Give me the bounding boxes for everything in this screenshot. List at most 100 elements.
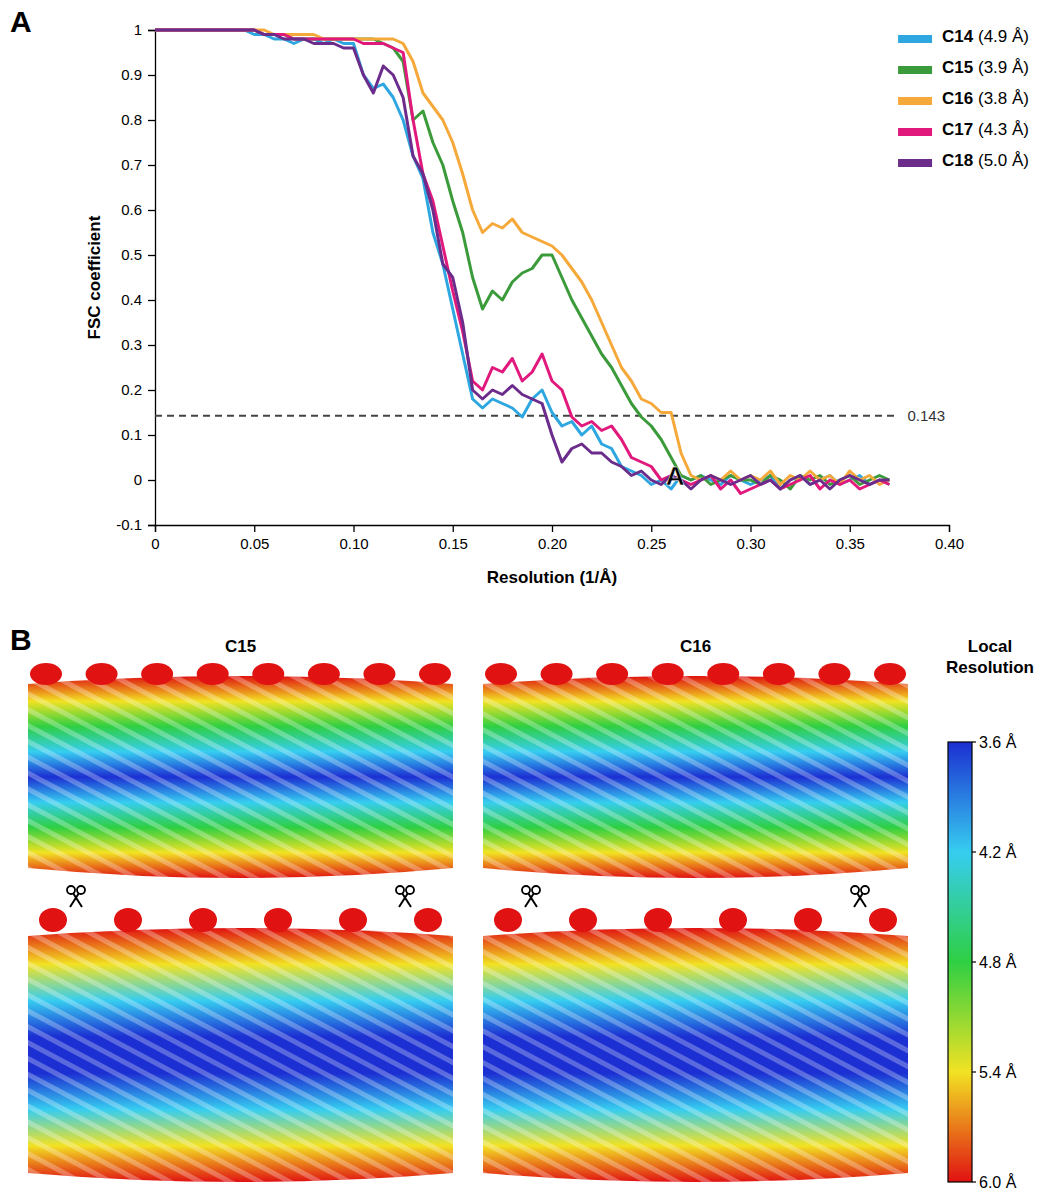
tick: 0.10 (339, 525, 368, 552)
series-line (155, 30, 889, 485)
density-map (28, 928, 453, 1182)
tick: 0.7 (121, 156, 155, 173)
tick: 0.30 (736, 525, 765, 552)
legend-swatch (898, 35, 932, 43)
tick-label: 0.3 (121, 336, 142, 353)
panel-label: A (10, 5, 32, 38)
density-map-knob (30, 663, 62, 685)
legend-label: C17 (4.3 Å) (942, 120, 1029, 139)
density-map-knob (869, 908, 897, 932)
density-map-knob (719, 908, 747, 932)
density-map-knob (414, 908, 442, 932)
density-map-knob (707, 663, 739, 685)
density-map-knob (39, 908, 67, 932)
tick: 0.8 (121, 111, 155, 128)
tick: 0.05 (240, 525, 269, 552)
density-map-knob (541, 663, 573, 685)
colorbar-tick (972, 851, 976, 852)
legend-label: C16 (3.8 Å) (942, 89, 1029, 108)
scissors-icon (396, 886, 414, 907)
tick-label: 0.30 (736, 535, 765, 552)
colorbar-tick-label: 6.0 Å (979, 1173, 1017, 1191)
density-map-knob (874, 663, 906, 685)
plot-marks (155, 30, 897, 494)
tick-mark (148, 210, 155, 211)
colorbar-title: LocalResolution (946, 637, 1034, 677)
tick-mark (148, 525, 155, 526)
tick-label: 0.9 (121, 66, 142, 83)
legend-label: C14 (4.9 Å) (942, 27, 1029, 46)
axis-line (156, 526, 950, 533)
tick-mark (148, 120, 155, 121)
legend: C14 (4.9 Å) C15 (3.9 Å) C16 (3.8 Å) C17 (4.… (898, 27, 1029, 170)
tick: 0.2 (121, 381, 155, 398)
tick-mark (148, 75, 155, 76)
tick-mark (148, 30, 155, 31)
tick-label: 0.25 (637, 535, 666, 552)
density-map-knob (189, 908, 217, 932)
tick: 0.25 (637, 525, 666, 552)
legend-item: C14 (4.9 Å) (898, 27, 1029, 46)
colorbar-tick-label: 5.4 Å (979, 1063, 1017, 1081)
tick: 0 (134, 471, 155, 488)
tick-mark (148, 345, 155, 346)
tick: 0.3 (121, 336, 155, 353)
density-map-knob (363, 663, 395, 685)
density-map-knob (339, 908, 367, 932)
legend-swatch (898, 159, 932, 167)
series-line (155, 30, 889, 489)
density-map-knob (141, 663, 173, 685)
reference-label: 0.143 (907, 407, 945, 424)
tick: 0.20 (538, 525, 567, 552)
density-map-texture (483, 928, 908, 1182)
tick: 0.1 (121, 426, 155, 443)
tick-label: 0 (151, 535, 159, 552)
axis-line (148, 31, 156, 526)
density-map-knob (569, 908, 597, 932)
tick-mark (949, 525, 950, 532)
density-map-knob (264, 908, 292, 932)
y-axis-title: FSC coefficient (85, 215, 104, 339)
tick-mark (148, 165, 155, 166)
tick-label: 0.10 (339, 535, 368, 552)
scissors-icon (851, 886, 869, 907)
reference-line (155, 415, 897, 417)
tick-mark (850, 525, 851, 532)
colorbar-tick (972, 1071, 976, 1072)
tick: 1 (134, 21, 155, 38)
density-map-knob (252, 663, 284, 685)
density-map-knob (652, 663, 684, 685)
colorbar-tick (972, 741, 976, 742)
legend-swatch (898, 97, 932, 105)
tick-mark (254, 525, 255, 532)
tick-mark (453, 525, 454, 532)
tick: 0.15 (439, 525, 468, 552)
colorbar-tick-label: 4.8 Å (979, 953, 1017, 971)
series-line (155, 30, 889, 489)
tick-label: 0.1 (121, 426, 142, 443)
tick-label: 0.15 (439, 535, 468, 552)
density-map-knob (485, 663, 517, 685)
legend-item: C16 (3.8 Å) (898, 89, 1029, 108)
density-map-knob (86, 663, 118, 685)
tick-label: 0.8 (121, 111, 142, 128)
density-map-knob (596, 663, 628, 685)
tick-label: 0.7 (121, 156, 142, 173)
panel-label: B (10, 623, 32, 656)
tick-label: 0.05 (240, 535, 269, 552)
tick: 0.5 (121, 246, 155, 263)
density-map-knob (308, 663, 340, 685)
density-map-knob (197, 663, 229, 685)
tick: 0.4 (121, 291, 155, 308)
tick-mark (148, 255, 155, 256)
density-map-knob (114, 908, 142, 932)
legend-label: C15 (3.9 Å) (942, 58, 1029, 77)
series-line (155, 30, 889, 494)
tick-label: 0 (134, 471, 142, 488)
density-map (28, 676, 453, 878)
legend-item: C18 (5.0 Å) (898, 151, 1029, 170)
density-map (483, 676, 908, 878)
density-map-knob (644, 908, 672, 932)
tick-label: 0.2 (121, 381, 142, 398)
tick-mark (148, 390, 155, 391)
